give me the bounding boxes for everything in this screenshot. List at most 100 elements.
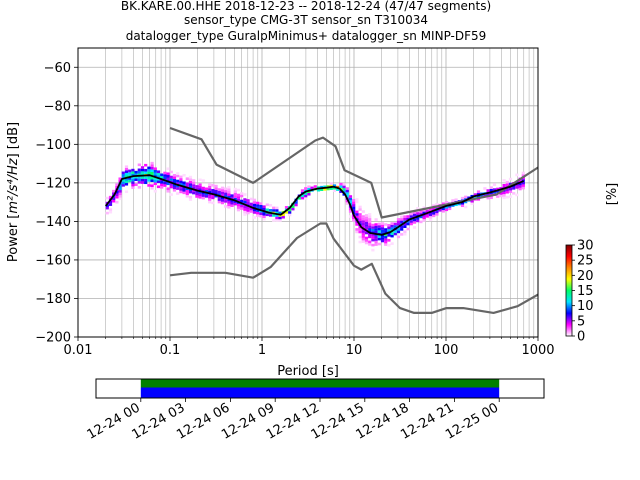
psd-cell <box>220 201 225 205</box>
psd-cell <box>124 182 129 186</box>
psd-cell <box>208 183 212 186</box>
psd-cell <box>288 213 292 217</box>
psd-cell <box>444 208 449 212</box>
psd-cell <box>198 178 202 182</box>
psd-cell <box>384 238 388 241</box>
psd-cell <box>361 232 365 236</box>
psd-cell <box>105 204 109 207</box>
psd-cell <box>355 198 359 201</box>
psd-cell <box>128 177 132 180</box>
nlnm-line <box>169 222 538 314</box>
psd-cell <box>176 172 180 175</box>
psd-cell <box>361 210 365 213</box>
psd-cell <box>137 173 141 177</box>
psd-cell <box>272 206 276 210</box>
psd-cell <box>233 202 237 206</box>
psd-cell <box>380 232 385 235</box>
psd-cell <box>137 176 141 179</box>
psd-cell <box>352 219 356 222</box>
psd-cell <box>118 192 122 196</box>
psd-cell <box>332 189 337 192</box>
psd-cell <box>358 213 362 216</box>
psd-cell <box>224 187 228 191</box>
psd-cell <box>243 205 247 209</box>
psd-cell <box>128 169 132 173</box>
psd-cell <box>323 185 327 189</box>
psd-cell <box>352 216 356 220</box>
psd-cell <box>201 189 205 192</box>
psd-cell <box>355 220 359 224</box>
y-tick-label: −120 <box>35 176 71 191</box>
psd-cell <box>499 194 503 198</box>
psd-cell <box>153 167 157 171</box>
psd-cell <box>112 192 116 195</box>
psd-cell <box>518 187 522 191</box>
psd-cell <box>419 215 423 219</box>
psd-cell <box>307 192 311 196</box>
psd-cell <box>172 186 177 190</box>
psd-cell <box>176 187 180 190</box>
psd-cell <box>224 190 228 193</box>
psd-cell <box>432 207 436 210</box>
psd-cell <box>131 186 135 189</box>
psd-cell <box>259 207 263 210</box>
psd-cell <box>374 240 378 244</box>
psd-cell <box>358 208 362 211</box>
psd-cell <box>361 222 365 226</box>
psd-cell <box>236 196 241 199</box>
psd-cell <box>348 200 353 203</box>
psd-cell <box>403 217 407 221</box>
psd-cell <box>259 202 263 205</box>
psd-cell <box>377 222 381 226</box>
psd-cell <box>502 178 506 182</box>
psd-cell <box>390 242 394 245</box>
psd-cell <box>201 186 205 190</box>
psd-cell <box>403 222 407 226</box>
psd-cell <box>387 234 391 237</box>
psd-cell <box>396 223 401 226</box>
psd-cell <box>150 171 154 175</box>
psd-cell <box>192 181 196 185</box>
y-tick-label: −180 <box>35 292 71 307</box>
psd-cell <box>121 174 125 177</box>
psd-cell <box>137 186 141 189</box>
psd-cell <box>140 176 145 179</box>
psd-cell <box>521 171 525 175</box>
psd-cell <box>400 220 404 224</box>
psd-cell <box>163 174 167 177</box>
psd-cell <box>227 195 231 199</box>
psd-cell <box>505 188 509 192</box>
x-tick-label: 0.1 <box>160 343 181 358</box>
psd-cell <box>384 233 388 236</box>
psd-cell <box>265 203 269 207</box>
x-tick-label: 1000 <box>521 343 554 358</box>
psd-cell <box>355 215 359 219</box>
psd-cell <box>384 240 388 244</box>
psd-cell <box>393 225 397 228</box>
psd-cell <box>224 195 228 198</box>
x-tick-label: 10 <box>346 343 363 358</box>
psd-cell <box>182 181 186 185</box>
psd-cell <box>179 188 183 191</box>
psd-cell <box>300 189 305 192</box>
psd-cell <box>505 180 509 184</box>
psd-cell <box>294 201 298 204</box>
psd-cell <box>512 187 516 190</box>
psd-cell <box>172 178 177 182</box>
psd-cell <box>236 208 241 212</box>
psd-cell <box>403 215 407 218</box>
colorbar-tick-label: 30 <box>577 239 594 254</box>
psd-cell <box>387 239 391 242</box>
y-axis-label-prefix: Power [ <box>6 214 21 263</box>
psd-cell <box>227 205 231 209</box>
psd-cell <box>201 179 205 182</box>
psd-cell <box>124 190 129 194</box>
psd-cell <box>473 193 477 196</box>
psd-cell <box>368 243 372 246</box>
psd-cell <box>284 206 289 209</box>
psd-cell <box>112 199 116 203</box>
psd-cell <box>236 203 241 207</box>
psd-cell <box>150 169 154 172</box>
psd-cell <box>377 237 381 241</box>
psd-cell <box>115 200 119 204</box>
